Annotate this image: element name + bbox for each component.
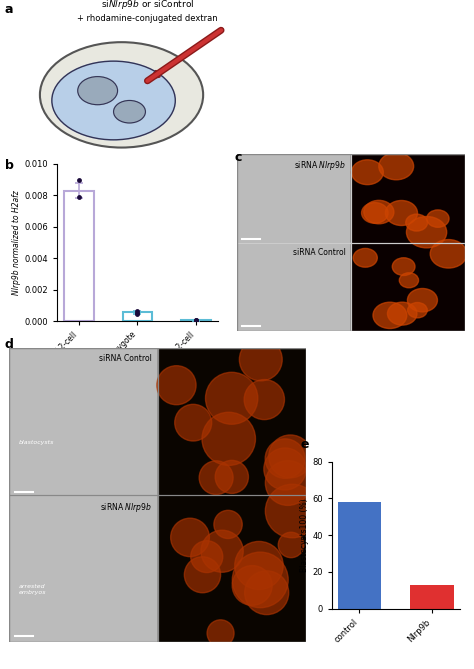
Bar [237,154,351,242]
Bar [351,242,465,331]
Ellipse shape [52,61,175,140]
Bar [351,154,465,242]
Circle shape [430,240,467,268]
Bar [351,242,465,331]
Circle shape [214,510,242,539]
Bar [157,495,306,642]
Circle shape [114,100,146,123]
Circle shape [385,201,418,225]
Bar [9,495,157,642]
Circle shape [244,379,284,419]
Circle shape [269,435,312,478]
Circle shape [373,302,407,328]
Circle shape [207,619,234,647]
Text: siRNA $Nlrp9b$: siRNA $Nlrp9b$ [100,501,152,514]
Y-axis label: Blastocysts100 (%): Blastocysts100 (%) [301,498,310,572]
Bar [410,585,454,609]
Circle shape [78,76,118,104]
Circle shape [232,565,272,605]
Circle shape [265,461,310,505]
Text: siRNA Control: siRNA Control [293,248,346,257]
Text: + rhodamine-conjugated dextran: + rhodamine-conjugated dextran [77,14,218,23]
Bar [9,348,157,495]
Circle shape [352,160,383,185]
Text: arrested
embryos: arrested embryos [18,584,46,595]
Circle shape [379,153,414,180]
Text: b: b [5,159,14,172]
Circle shape [399,273,419,288]
Circle shape [245,571,289,615]
Circle shape [232,552,288,607]
Circle shape [199,461,233,494]
Circle shape [265,484,319,538]
Circle shape [278,533,304,558]
Bar [337,502,381,609]
Bar [123,312,152,321]
Bar [157,495,306,642]
Circle shape [206,372,258,424]
Circle shape [171,518,210,557]
Circle shape [201,531,243,572]
Circle shape [364,200,394,224]
Circle shape [427,210,449,227]
Circle shape [215,460,248,494]
Circle shape [353,248,377,267]
Text: blastocysts: blastocysts [18,440,54,445]
Bar [237,154,351,242]
Bar [9,495,157,642]
Text: d: d [5,338,14,351]
Bar [182,320,211,321]
Text: c: c [235,151,242,163]
Circle shape [157,366,196,405]
Bar [64,191,93,321]
Circle shape [239,339,282,381]
Circle shape [235,541,283,589]
Circle shape [191,541,223,573]
Circle shape [175,404,212,441]
Bar [157,348,306,495]
Circle shape [408,302,427,318]
Circle shape [265,439,305,478]
Bar [351,154,465,242]
Circle shape [264,448,306,490]
Text: e: e [301,438,310,451]
Bar [237,242,351,331]
Circle shape [184,557,220,593]
Circle shape [406,214,428,231]
Circle shape [362,203,388,223]
Text: siRNA $Nlrp9b$: siRNA $Nlrp9b$ [294,159,346,172]
Circle shape [408,288,438,312]
Text: si⁠$Nlrp9b$ or siControl: si⁠$Nlrp9b$ or siControl [101,0,194,11]
Bar [9,348,157,495]
Ellipse shape [40,42,203,148]
Bar [237,242,351,331]
Circle shape [202,412,255,466]
Circle shape [406,217,447,248]
Circle shape [392,258,415,276]
Text: a: a [5,3,13,16]
Circle shape [387,302,417,325]
Y-axis label: Nlrp9b normalized to H2afz: Nlrp9b normalized to H2afz [12,190,21,295]
Bar [157,348,306,495]
Text: siRNA Control: siRNA Control [99,354,152,363]
